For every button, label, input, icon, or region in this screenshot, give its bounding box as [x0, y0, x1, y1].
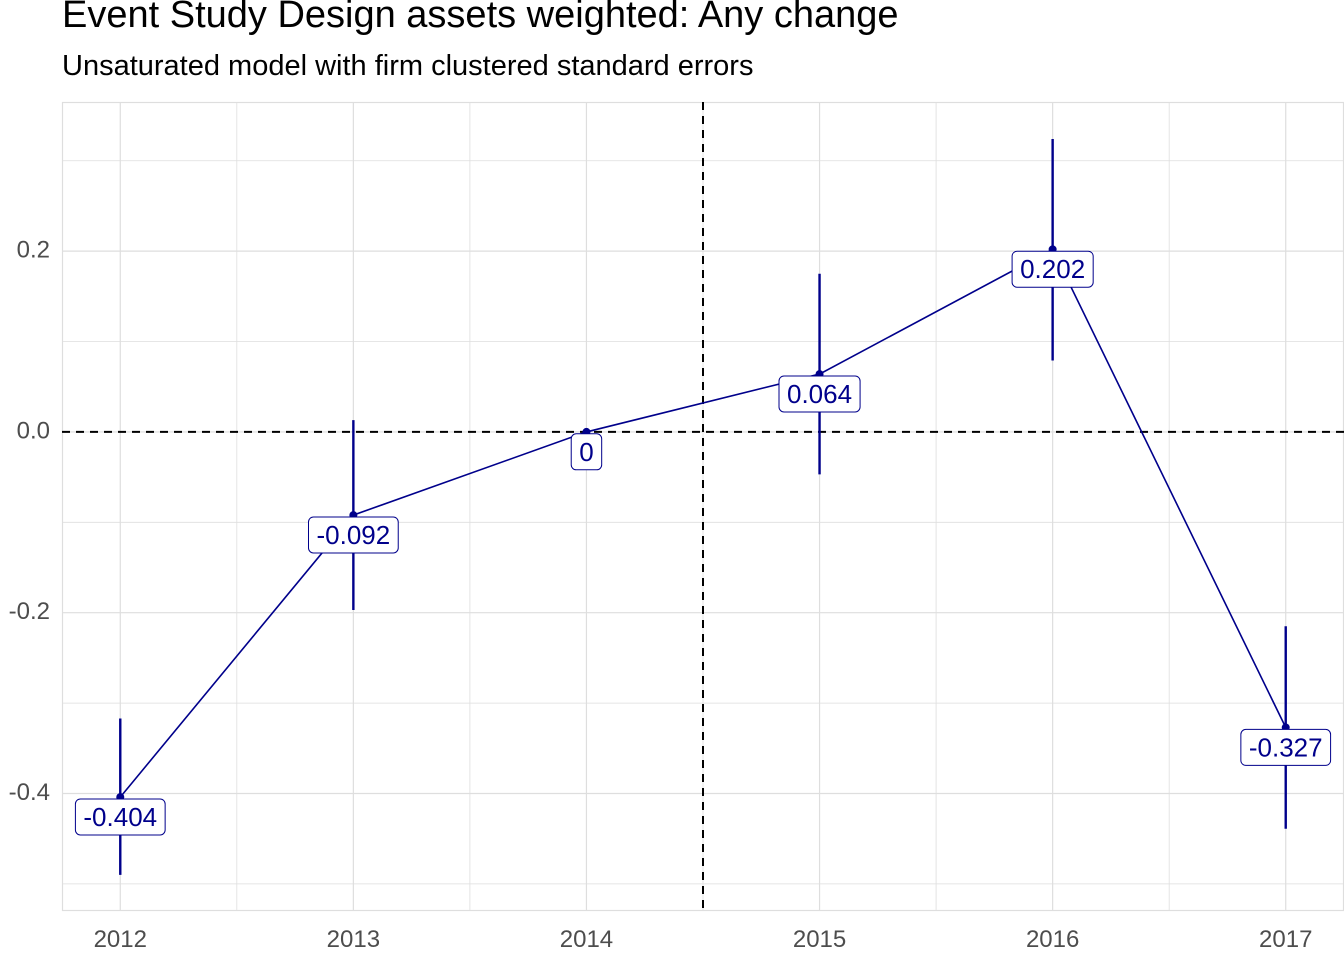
chart-subtitle: Unsaturated model with firm clustered st…: [62, 50, 754, 82]
data-label-box: [778, 375, 861, 413]
data-label-box: [1011, 250, 1094, 288]
data-label: 0: [579, 437, 593, 467]
y-tick-label: -0.4: [9, 779, 50, 806]
x-tick-label: 2013: [327, 926, 380, 953]
data-label: 0.202: [1020, 254, 1085, 284]
y-tick-label: 0.0: [17, 417, 50, 444]
x-tick-label: 2017: [1259, 926, 1312, 953]
data-label: -0.327: [1249, 732, 1323, 762]
series-line: [119, 248, 1287, 798]
x-tick-label: 2015: [793, 926, 846, 953]
chart-title: Event Study Design assets weighted: Any …: [62, 0, 899, 36]
x-tick-label: 2016: [1026, 926, 1079, 953]
y-tick-label: -0.2: [9, 598, 50, 625]
data-label: 0.064: [787, 379, 852, 409]
data-label-box: [307, 516, 399, 554]
data-label: -0.404: [83, 802, 157, 832]
data-label: -0.092: [316, 520, 390, 550]
data-label-box: [1240, 728, 1332, 766]
y-tick-label: 0.2: [17, 236, 50, 263]
data-label-box: [74, 798, 166, 836]
x-tick-label: 2014: [560, 926, 613, 953]
x-tick-label: 2012: [94, 926, 147, 953]
data-label-box: [570, 433, 603, 471]
